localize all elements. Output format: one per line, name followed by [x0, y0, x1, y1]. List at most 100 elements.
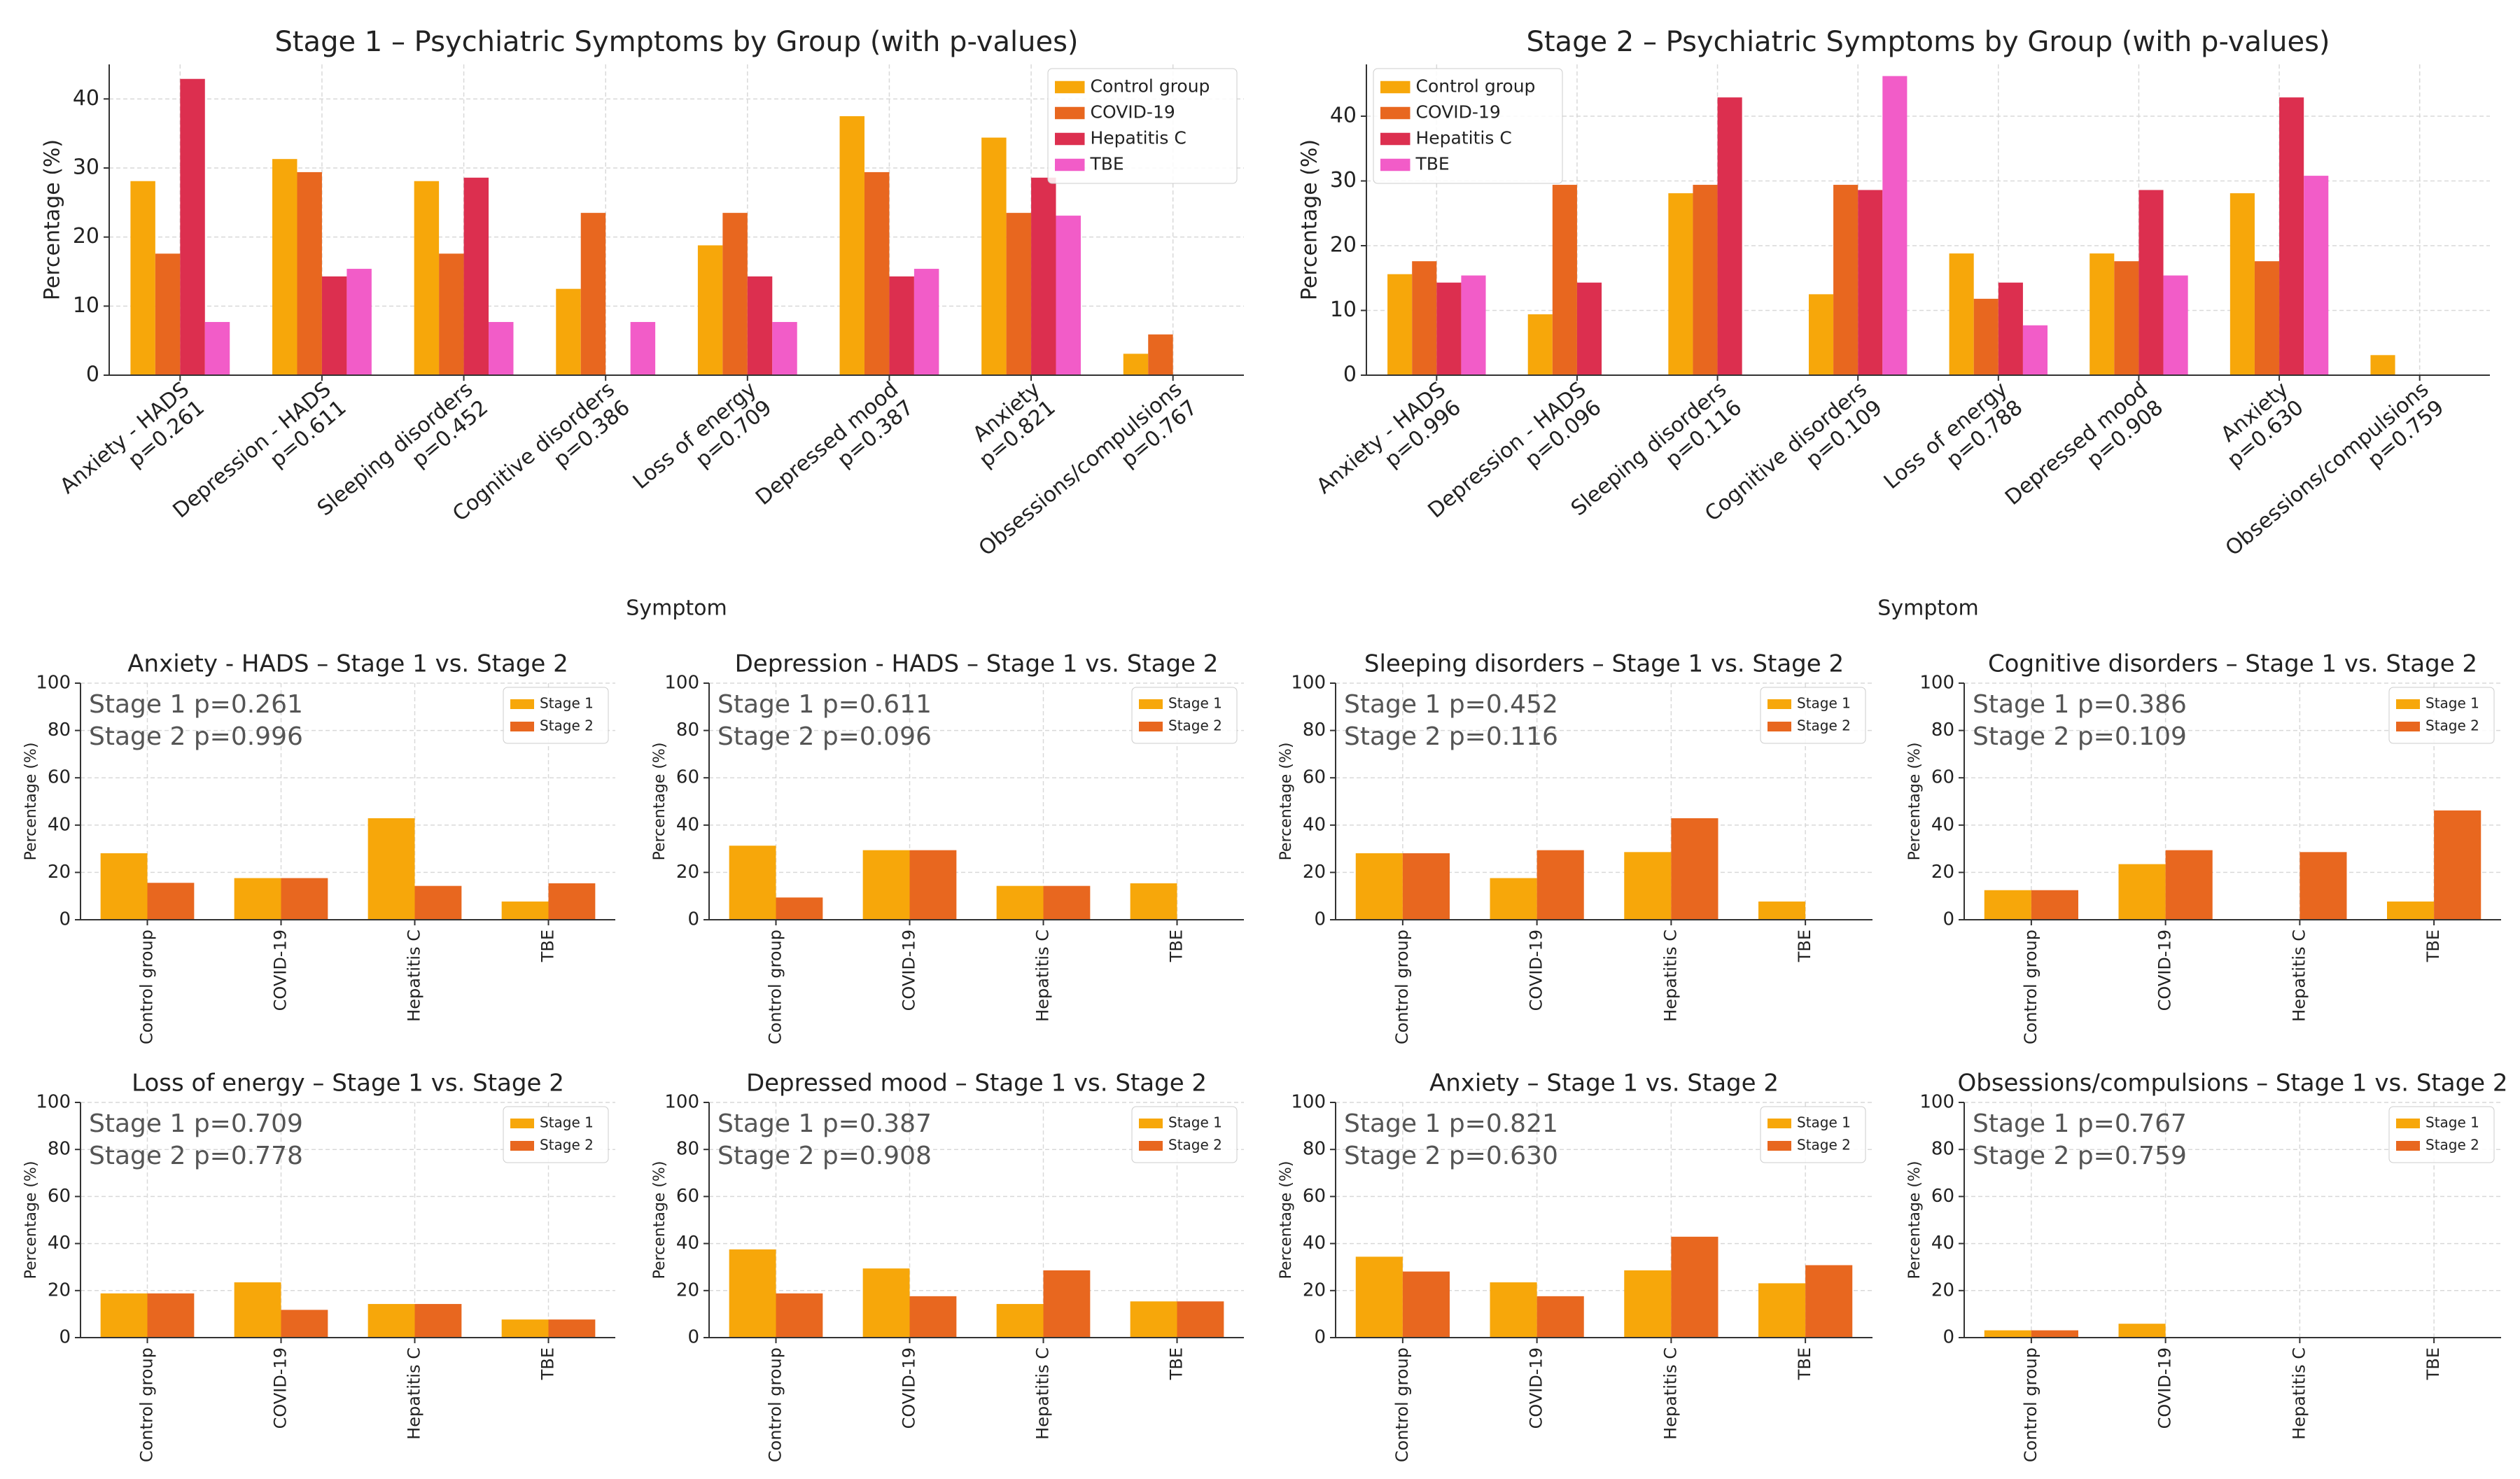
x-tick-label: Control group [2021, 1347, 2040, 1462]
legend-swatch [2396, 1141, 2420, 1151]
bar [1576, 282, 1602, 375]
y-tick-label: 80 [1931, 720, 1954, 741]
bar [2118, 864, 2166, 920]
y-tick-label: 60 [48, 1186, 71, 1207]
y-tick-label: 100 [664, 673, 699, 694]
y-tick-label: 100 [1291, 1092, 1326, 1113]
bar [2434, 810, 2482, 920]
y-tick-label: 20 [676, 862, 699, 883]
legend-label: Stage 2 [2426, 717, 2479, 734]
bar [1552, 185, 1577, 375]
x-tick-label: COVID-19 [1527, 1347, 1546, 1429]
legend-label: TBE [1090, 154, 1124, 174]
bar [1123, 353, 1149, 375]
bar [548, 883, 596, 920]
y-tick-label: 80 [1303, 720, 1326, 741]
y-tick-label: 60 [1303, 1186, 1326, 1207]
bar [2370, 355, 2395, 375]
legend-swatch [1768, 1119, 1791, 1128]
bar [996, 885, 1044, 920]
y-tick-label: 10 [1330, 297, 1357, 322]
bar [839, 116, 864, 375]
bar [697, 245, 723, 375]
bar [909, 850, 957, 920]
bar [501, 901, 549, 920]
x-tick-label: COVID-19 [2155, 1347, 2175, 1429]
legend-label: Hepatitis C [1416, 128, 1512, 148]
bar [1668, 193, 1693, 375]
y-axis-label: Percentage (%) [22, 743, 40, 861]
y-tick-label: 20 [48, 1280, 71, 1301]
x-tick-label: Hepatitis C [1033, 1347, 1053, 1440]
y-tick-label: 100 [1919, 1092, 1954, 1113]
bar [1984, 1330, 2031, 1338]
legend-label: Stage 1 [1797, 695, 1851, 712]
bar [414, 181, 440, 375]
legend-swatch [1139, 722, 1163, 731]
y-tick-label: 40 [1303, 1233, 1326, 1254]
bar [234, 878, 281, 920]
bar [368, 1303, 415, 1338]
x-tick-label: Control group [137, 1347, 157, 1462]
bar [2114, 261, 2139, 375]
legend-swatch [1768, 722, 1791, 731]
bar [1043, 885, 1091, 920]
bar [981, 137, 1007, 375]
bar [1043, 1270, 1091, 1338]
bar [776, 1293, 823, 1338]
annotation: Stage 1 p=0.767 [1973, 1109, 2187, 1138]
y-tick-label: 40 [1931, 1233, 1954, 1254]
legend-label: Stage 2 [1797, 717, 1851, 734]
bar [2163, 275, 2188, 375]
bar [1758, 901, 1806, 920]
y-tick-label: 80 [1931, 1139, 1954, 1160]
bar [1490, 1282, 1537, 1338]
y-tick-label: 100 [36, 673, 71, 694]
bar [889, 276, 914, 375]
y-tick-label: 60 [676, 1186, 699, 1207]
y-tick-label: 80 [48, 720, 71, 741]
bar [580, 213, 606, 375]
bar [747, 276, 773, 375]
bar [1527, 314, 1553, 375]
bar [1671, 1236, 1718, 1338]
y-axis-label: Percentage (%) [1278, 1161, 1295, 1280]
bar [548, 1319, 596, 1338]
bar [1624, 1270, 1672, 1338]
y-tick-label: 80 [1303, 1139, 1326, 1160]
y-tick-label: 60 [676, 767, 699, 788]
bar [1808, 294, 1834, 375]
bar [346, 269, 372, 375]
x-tick-label: COVID-19 [899, 1347, 919, 1429]
y-tick-label: 40 [1931, 814, 1954, 835]
bar [489, 322, 514, 375]
legend-swatch [510, 1141, 534, 1151]
y-tick-label: 100 [1291, 673, 1326, 694]
y-tick-label: 20 [48, 862, 71, 883]
bar [234, 1282, 281, 1338]
legend-swatch [510, 722, 534, 731]
y-tick-label: 40 [676, 814, 699, 835]
x-tick-label: TBE [1167, 1347, 1186, 1380]
legend-label: Stage 2 [1168, 1137, 1222, 1154]
x-tick-label: COVID-19 [1527, 930, 1546, 1011]
legend-swatch [2396, 1119, 2420, 1128]
bar [1998, 282, 2023, 375]
chart-title: Depression - HADS – Stage 1 vs. Stage 2 [735, 650, 1219, 678]
annotation: Stage 2 p=0.996 [89, 722, 303, 751]
x-tick-label: Control group [766, 1347, 785, 1462]
bar [1387, 274, 1413, 375]
bar [1671, 818, 1718, 920]
bar [909, 1296, 957, 1338]
annotation: Stage 2 p=0.908 [718, 1142, 932, 1170]
bar [100, 1293, 148, 1338]
bar [272, 159, 298, 375]
bar [1130, 1301, 1177, 1338]
y-tick-label: 40 [48, 1233, 71, 1254]
x-tick-label: Control group [766, 930, 785, 1044]
x-tick-label: Control group [1392, 930, 1412, 1044]
bar [414, 1303, 462, 1338]
bar [368, 818, 415, 920]
bar [1436, 282, 1462, 375]
